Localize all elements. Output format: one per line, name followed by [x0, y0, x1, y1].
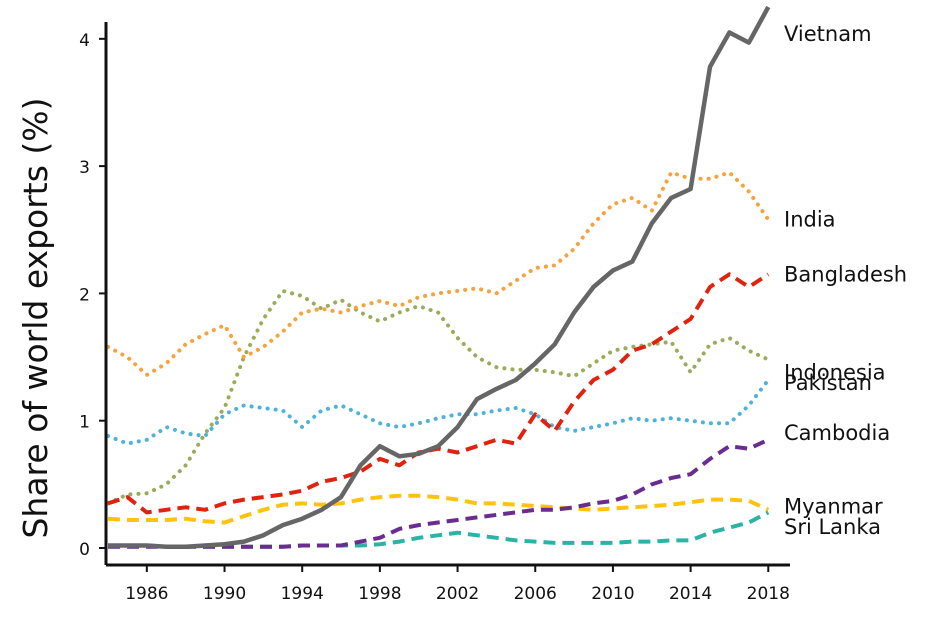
x-tick-label: 2006: [514, 584, 557, 604]
x-tick-label: 2010: [591, 584, 634, 604]
series-label-indonesia: Indonesia: [784, 361, 886, 385]
x-tick-label: 1986: [125, 584, 168, 604]
y-tick-label: 2: [79, 285, 90, 305]
series-label-india: India: [784, 208, 836, 232]
series-label-vietnam: Vietnam: [784, 22, 872, 46]
x-tick-label: 1994: [281, 584, 324, 604]
x-tick-label: 2014: [669, 584, 712, 604]
y-tick-label: 0: [79, 540, 90, 560]
series-line-cambodia: [108, 437, 770, 549]
x-tick-label: 2002: [436, 584, 479, 604]
x-tick-label: 1990: [203, 584, 246, 604]
series-line-vietnam: [108, 5, 771, 549]
x-axis-ticks: 1986 1990 1994 1998 2002 2006 2010 2014 2018: [125, 565, 790, 604]
series-lines: [106, 5, 771, 549]
series-line-myanmar: [108, 510, 770, 549]
y-tick-label: 1: [79, 413, 90, 433]
y-axis-title: Share of world exports (%): [16, 97, 55, 538]
series-line-sri-lanka: [107, 493, 770, 525]
series-label-bangladesh: Bangladesh: [784, 262, 907, 286]
series-line-indonesia: [106, 288, 771, 506]
series-label-pakistan: Pakistan: [784, 371, 872, 395]
series-label-myanmar: Myanmar: [784, 494, 883, 518]
y-tick-label: 3: [79, 158, 90, 178]
series-label-sri-lanka: Sri Lanka: [784, 515, 881, 539]
series-line-bangladesh: [107, 272, 770, 515]
x-tick-label: 2018: [747, 584, 790, 604]
series-line-pakistan: [106, 378, 771, 446]
y-axis-ticks: 0 1 2 3 4: [79, 31, 106, 560]
series-label-cambodia: Cambodia: [784, 421, 890, 445]
y-tick-label: 4: [79, 31, 90, 51]
x-tick-label: 1998: [358, 584, 401, 604]
